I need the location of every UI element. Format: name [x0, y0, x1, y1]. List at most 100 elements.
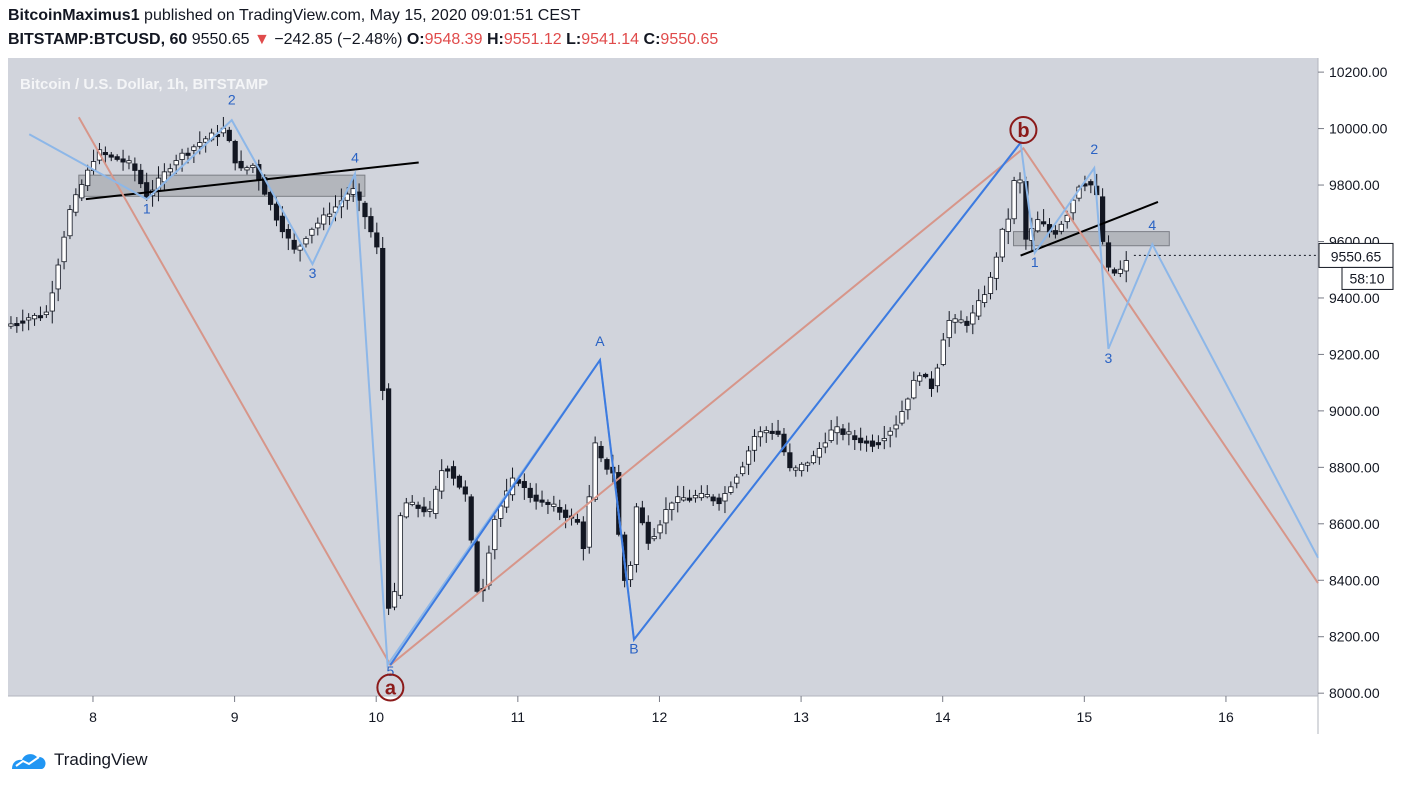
bull-candle: [881, 438, 887, 442]
bull-candle: [397, 515, 404, 596]
bull-candle: [1017, 179, 1023, 184]
bull-candle: [250, 164, 256, 168]
bear-candle: [138, 169, 144, 185]
y-tick-label: 8800.00: [1329, 459, 1380, 475]
low-label: L:: [566, 31, 582, 48]
bull-candle: [633, 506, 640, 565]
bear-candle: [102, 152, 108, 156]
bull-candle: [31, 315, 38, 320]
bear-candle: [450, 466, 457, 479]
tradingview-logo-icon[interactable]: [10, 749, 48, 771]
bear-candle: [639, 507, 645, 524]
bull-candle: [804, 462, 811, 466]
bull-candle: [846, 431, 852, 435]
bull-candle: [1070, 199, 1076, 214]
bull-candle: [244, 167, 250, 171]
bull-candle: [126, 160, 132, 164]
bear-candle: [1052, 230, 1059, 235]
bear-candle: [267, 191, 274, 205]
open-label: O:: [406, 31, 425, 48]
bear-candle: [863, 440, 870, 444]
y-tick-label: 10200.00: [1329, 64, 1388, 80]
trendline: [1020, 201, 1159, 257]
plot-area[interactable]: [8, 58, 1318, 696]
bull-candle: [344, 193, 350, 201]
open-value: 9548.39: [424, 31, 483, 48]
author-name[interactable]: BitcoinMaximus1: [8, 7, 140, 24]
bull-candle: [893, 424, 899, 430]
bull-candle: [657, 524, 663, 534]
y-tick-label: 10000.00: [1329, 121, 1388, 137]
bear-candle: [869, 440, 876, 447]
bull-candle: [49, 292, 55, 312]
bull-candle: [981, 294, 988, 303]
countdown-badge-text: 58:10: [1349, 270, 1384, 286]
bear-candle: [226, 129, 232, 142]
salmon-wave-line: [77, 116, 1319, 667]
bull-candle: [958, 319, 964, 323]
footer-brand[interactable]: TradingView: [54, 750, 148, 769]
x-tick-label: 15: [1077, 709, 1093, 725]
countdown-badge-bg: [1341, 266, 1394, 290]
bull-candle: [551, 503, 557, 507]
bear-candle: [20, 320, 26, 324]
bull-candle: [1123, 260, 1129, 272]
wave-label: 3: [309, 265, 317, 281]
bull-candle: [315, 222, 321, 229]
bull-candle: [155, 177, 162, 191]
bull-candle: [326, 213, 333, 217]
y-tick-label: 9000.00: [1329, 403, 1380, 419]
y-tick-label: 8400.00: [1329, 572, 1380, 588]
bear-candle: [580, 521, 586, 550]
bull-candle: [67, 209, 73, 237]
x-tick-label: 12: [652, 709, 668, 725]
bull-candle: [486, 552, 492, 586]
bull-candle: [952, 318, 958, 323]
bull-candle: [887, 430, 893, 436]
wave-label: 1: [1031, 254, 1039, 270]
bull-candle: [179, 152, 185, 160]
wave-label: 1: [143, 200, 151, 216]
published-text: published on TradingView.com, May 15, 20…: [139, 7, 581, 24]
bear-candle: [964, 320, 970, 326]
bear-candle: [1100, 196, 1106, 242]
bull-candle: [663, 509, 669, 524]
bear-candle: [1111, 269, 1118, 274]
price-chart[interactable]: Bitcoin / U.S. Dollar, 1h, BITSTAMP 1234…: [8, 58, 1419, 734]
bear-candle: [710, 496, 716, 502]
bull-candle: [993, 256, 1000, 279]
bear-candle: [557, 507, 563, 513]
bull-candle: [728, 486, 734, 493]
bull-candle: [409, 501, 415, 505]
bull-candle: [899, 411, 905, 424]
bull-candle: [391, 591, 398, 608]
bull-candle: [905, 398, 911, 411]
y-tick-label: 8600.00: [1329, 516, 1380, 532]
high-label: H:: [486, 31, 504, 48]
bull-candle: [704, 494, 710, 498]
bull-candle: [987, 276, 994, 294]
bear-candle: [686, 497, 693, 501]
bear-candle: [37, 315, 44, 319]
wave-label: 2: [1090, 141, 1098, 157]
blue-wave-line: [389, 142, 1022, 666]
bear-candle: [144, 182, 150, 199]
price-axis[interactable]: [1318, 58, 1419, 734]
bear-candle: [114, 156, 120, 160]
bull-candle: [828, 429, 834, 441]
bear-candle: [840, 428, 846, 435]
bull-candle: [692, 495, 699, 499]
bull-candle: [8, 323, 14, 327]
wave-label: B: [629, 641, 638, 657]
wave-circle: [1009, 115, 1038, 144]
time-axis[interactable]: [8, 696, 1318, 734]
bull-candle: [999, 228, 1005, 258]
bear-candle: [598, 445, 604, 459]
symbol-label: BITSTAMP:BTCUSD, 60: [8, 31, 188, 48]
bear-candle: [445, 468, 451, 472]
x-tick-label: 8: [89, 709, 97, 725]
low-value: 9541.14: [581, 31, 640, 48]
bull-candle: [834, 426, 840, 434]
wave-label: 2: [228, 92, 236, 108]
